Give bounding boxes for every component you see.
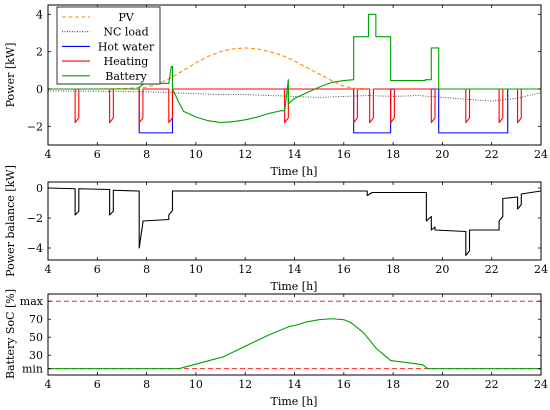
x-tick-label: 16 [337,263,351,276]
x-tick-label: 18 [386,148,400,161]
x-tick-label: 12 [238,148,252,161]
x-tick-label: 16 [337,378,351,391]
x-tick-label: 22 [485,148,499,161]
x-tick-label: 6 [94,378,101,391]
x-tick-label: 10 [189,148,203,161]
x-tick-label: 8 [143,378,150,391]
y-tick-label: 70 [29,313,43,326]
y-tick-label: 30 [29,349,43,362]
y-tick-label: 50 [29,331,43,344]
x-tick-label: 12 [238,378,252,391]
y-tick-label: −2 [27,120,43,133]
series-line-battery [48,13,541,124]
x-tick-label: 14 [288,378,302,391]
y-axis-label: Battery SoC [%] [4,289,17,379]
x-axis-label: Time [h] [271,280,318,293]
y-tick-label: −2 [27,212,43,225]
legend-label: PV [118,11,134,24]
y-tick-label: 2 [36,46,43,59]
x-tick-label: 22 [485,263,499,276]
x-tick-label: 8 [143,148,150,161]
x-tick-label: 6 [94,263,101,276]
legend-label: Heating [104,55,149,68]
y-axis-label: Power [kW] [4,43,17,108]
y-axis-label: Power balance [kW] [4,165,17,277]
y-tick-label: 0 [36,182,43,195]
y-tick-label: min [22,363,43,376]
x-tick-label: 24 [534,148,548,161]
x-tick-label: 16 [337,148,351,161]
x-tick-label: 18 [386,378,400,391]
x-tick-label: 20 [435,148,449,161]
x-tick-label: 4 [45,263,52,276]
y-tick-label: max [20,295,44,308]
series-line-0 [48,318,541,370]
x-tick-label: 4 [45,378,52,391]
legend-label: Battery [105,70,147,83]
x-tick-label: 18 [386,263,400,276]
legend-box [56,6,161,85]
y-tick-label: 4 [36,8,43,21]
x-tick-label: 10 [189,263,203,276]
x-tick-label: 12 [238,263,252,276]
x-axis-label: Time [h] [271,165,318,178]
power-balance-chart: 4 6 8 10 12 14 16 18 20 22 24 −4 −2 0 Power balance [… [4,165,548,293]
x-tick-label: 8 [143,263,150,276]
plot-frame [47,293,542,376]
x-tick-label: 6 [94,148,101,161]
x-tick-label: 14 [288,148,302,161]
x-tick-label: 10 [189,378,203,391]
y-tick-label: 0 [36,83,43,96]
x-axis-label: Time [h] [271,395,318,408]
series-line-0 [48,187,541,257]
legend-label: NC load [103,26,148,39]
series-line-nc-load [48,90,541,102]
x-tick-label: 4 [45,148,52,161]
x-tick-label: 20 [435,378,449,391]
x-tick-label: 24 [534,263,548,276]
x-tick-label: 14 [288,263,302,276]
plot-frame [47,181,542,261]
x-tick-label: 24 [534,378,548,391]
series-line-hot-water [138,88,509,134]
x-tick-label: 22 [485,378,499,391]
x-tick-label: 20 [435,263,449,276]
y-tick-label: −4 [27,242,43,255]
series-line-heating [48,88,541,124]
legend-label: Hot water [98,40,155,53]
series-line-pv [97,47,369,90]
